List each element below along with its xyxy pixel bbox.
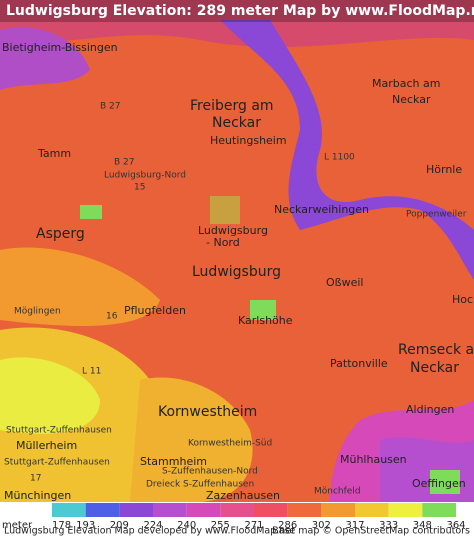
place-label: S-Zuffenhausen-Nord	[162, 467, 258, 477]
road-label: B 27	[100, 102, 121, 112]
place-label: Ludwigsburg-Nord	[104, 171, 186, 181]
elevation-map	[0, 0, 474, 502]
legend-tick-label: 178	[52, 520, 71, 531]
place-label: Bietigheim-Bissingen	[2, 41, 118, 54]
legend-tick-label: 286	[278, 520, 297, 531]
road-label: B 27	[114, 158, 135, 168]
place-label: Stuttgart-Zuffenhausen	[6, 426, 112, 436]
legend-swatch	[153, 503, 187, 517]
road-label: L 11	[82, 367, 101, 377]
place-label: Ludwigsburg	[198, 224, 268, 237]
road-label: L 1100	[324, 153, 355, 163]
legend-tick-label: 209	[110, 520, 129, 531]
legend-tick-label: 302	[312, 520, 331, 531]
place-label: Hoch	[452, 293, 474, 306]
legend-tick-label: 240	[177, 520, 196, 531]
legend-swatch	[388, 503, 423, 517]
place-label: Karlshöhe	[238, 314, 293, 327]
place-labels: Bietigheim-Bissingen B 27 Freiberg am Ne…	[2, 41, 474, 502]
legend-swatch	[85, 503, 120, 517]
legend-tick-label: 271	[244, 520, 263, 531]
legend-tick-label: 364	[446, 520, 465, 531]
legend-tick-label: 333	[379, 520, 398, 531]
place-label: Neckarweihingen	[274, 203, 369, 216]
place-label: Aldingen	[406, 403, 454, 416]
place-label: Kornwestheim-Süd	[188, 439, 272, 449]
legend-swatch	[355, 503, 389, 517]
place-label: Neckar	[410, 360, 459, 376]
legend-swatch	[321, 503, 355, 517]
road-label: 15	[134, 183, 145, 193]
legend-swatch	[186, 503, 221, 517]
footer-right: Base map © OpenStreetMap contributors	[272, 526, 470, 537]
place-label: Heutingsheim	[210, 134, 287, 147]
place-label: Stammheim	[140, 455, 207, 468]
legend-tick-label: 224	[143, 520, 162, 531]
legend-tick-label: 348	[413, 520, 432, 531]
place-label: Remseck am	[398, 342, 474, 358]
place-label: Poppenweiler	[406, 210, 467, 220]
place-label: Möglingen	[14, 307, 61, 317]
legend-unit: meter	[2, 520, 33, 531]
place-label: Tamm	[37, 147, 71, 160]
legend-swatch	[422, 503, 456, 517]
place-label: Freiberg am	[190, 98, 274, 114]
legend-swatch	[254, 503, 288, 517]
place-label: Kornwestheim	[158, 404, 257, 420]
place-label: Neckar	[392, 93, 431, 106]
place-label: Stuttgart-Zuffenhausen	[4, 458, 110, 468]
legend-swatch	[220, 503, 254, 517]
place-label: Pattonville	[330, 357, 388, 370]
legend-tick-label: 317	[345, 520, 364, 531]
place-label: Oeffingen	[412, 477, 466, 490]
place-label: Münchingen	[4, 489, 71, 502]
place-label: Mönchfeld	[314, 487, 361, 497]
place-label: - Nord	[206, 236, 240, 249]
place-label: Marbach am	[372, 77, 440, 90]
legend-swatch	[287, 503, 322, 517]
place-label: Mühlhausen	[340, 453, 407, 466]
legend-swatch	[119, 503, 153, 517]
road-label: 17	[30, 474, 41, 484]
place-label: Neckar	[212, 115, 261, 131]
road-label: 16	[106, 312, 118, 322]
place-label: Pflugfelden	[124, 304, 186, 317]
title: Ludwigsburg Elevation: 289 meter Map by …	[6, 3, 474, 19]
title-band	[0, 0, 474, 22]
footer-left: Ludwigsburg Elevation Map developed by w…	[4, 526, 295, 537]
place-label: Zazenhausen	[206, 489, 280, 502]
place-label: Müllerheim	[16, 439, 77, 452]
legend: meter 178 193 209 224 240 255 271 286 302 317 333 3…	[2, 503, 466, 531]
legend-tick-label: 255	[211, 520, 230, 531]
place-label: Dreieck S-Zuffenhausen	[146, 480, 254, 490]
place-label: Ludwigsburg	[192, 264, 281, 280]
place-label: Asperg	[36, 226, 85, 242]
legend-swatch	[52, 503, 86, 517]
place-label: Oßweil	[326, 276, 363, 289]
legend-tick-label: 193	[76, 520, 95, 531]
place-label: Hörnle	[426, 163, 462, 176]
